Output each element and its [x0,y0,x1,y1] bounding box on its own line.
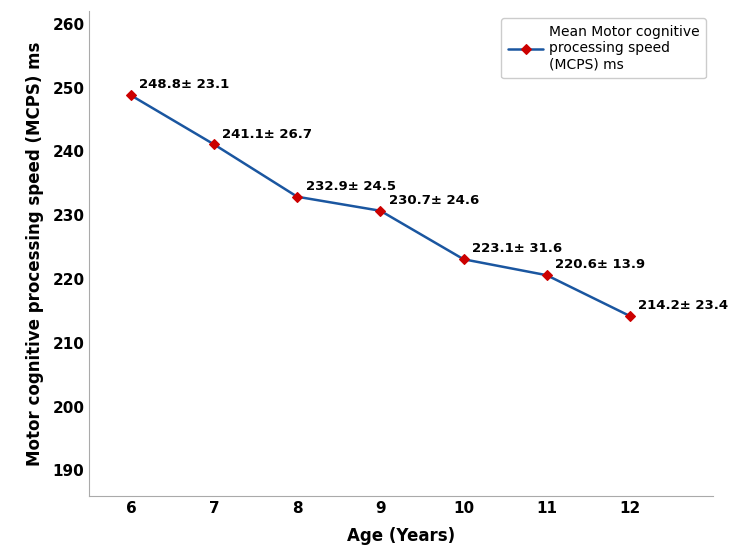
Mean Motor cognitive
processing speed
(MCPS) ms [376,207,385,214]
Text: 230.7± 24.6: 230.7± 24.6 [389,194,479,207]
Text: 220.6± 13.9: 220.6± 13.9 [555,259,645,271]
Text: 248.8± 23.1: 248.8± 23.1 [139,78,229,92]
Mean Motor cognitive
processing speed
(MCPS) ms [542,272,551,279]
Text: 223.1± 31.6: 223.1± 31.6 [472,242,562,255]
Mean Motor cognitive
processing speed
(MCPS) ms [209,141,218,148]
Text: 241.1± 26.7: 241.1± 26.7 [223,128,312,141]
Mean Motor cognitive
processing speed
(MCPS) ms [625,312,634,319]
X-axis label: Age (Years): Age (Years) [347,527,455,545]
Text: 214.2± 23.4: 214.2± 23.4 [638,299,729,312]
Mean Motor cognitive
processing speed
(MCPS) ms [293,193,302,200]
Text: 232.9± 24.5: 232.9± 24.5 [305,180,396,193]
Mean Motor cognitive
processing speed
(MCPS) ms [459,256,468,262]
Y-axis label: Motor cognitive processing speed (MCPS) ms: Motor cognitive processing speed (MCPS) … [26,41,44,466]
Mean Motor cognitive
processing speed
(MCPS) ms [127,92,136,98]
Legend: Mean Motor cognitive
processing speed
(MCPS) ms: Mean Motor cognitive processing speed (M… [501,18,706,78]
Line: Mean Motor cognitive
processing speed
(MCPS) ms: Mean Motor cognitive processing speed (M… [127,92,633,320]
